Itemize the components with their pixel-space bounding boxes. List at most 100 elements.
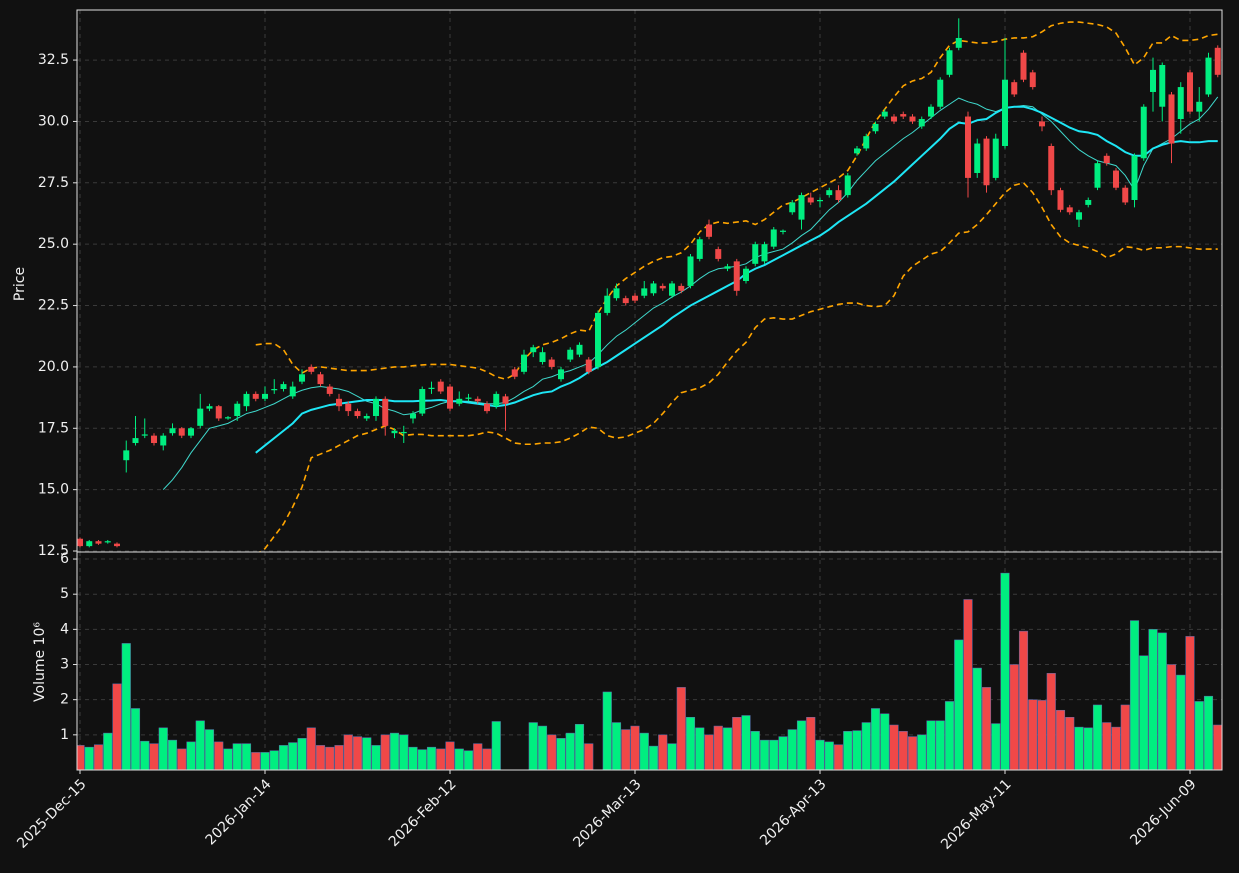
candle-body [632, 295, 638, 301]
candle-body [197, 408, 204, 426]
candle-body [215, 406, 222, 419]
candle-body [1103, 155, 1110, 164]
volume-bar [926, 720, 936, 770]
candle-body [345, 403, 352, 412]
volume-bar [815, 739, 825, 770]
volume-bar [741, 715, 751, 770]
candle-body [789, 202, 796, 213]
y-tick-label: 32.5 [38, 52, 69, 68]
volume-bar [704, 734, 714, 770]
candle-body [752, 244, 759, 264]
candle-body [104, 541, 111, 543]
volume-bar [204, 729, 215, 770]
volume-bar [898, 731, 908, 770]
y-axis-label: Price [12, 267, 28, 301]
candle-body [1168, 94, 1175, 144]
candle-body [456, 398, 463, 404]
candle-body [1085, 199, 1092, 205]
candle-body [484, 403, 490, 412]
volume-bar [315, 745, 326, 770]
volume-axis-label: Volume 10⁶ [32, 622, 48, 702]
volume-bar [149, 743, 159, 770]
candle-body [844, 175, 851, 196]
candle-body [1131, 155, 1138, 200]
volume-bar [1046, 673, 1056, 770]
volume-bar [84, 746, 94, 770]
volume-bar [1166, 664, 1177, 770]
candle-body [548, 359, 555, 367]
volume-bar [1120, 704, 1130, 770]
candle-body [1020, 52, 1027, 80]
volume-bar [870, 708, 881, 770]
candle-body [178, 428, 185, 436]
volume-bar [676, 687, 686, 770]
candle-body [798, 195, 805, 220]
overlay-line [258, 181, 1218, 552]
candle-body [326, 386, 333, 394]
y-tick-label: 15.0 [38, 482, 69, 498]
volume-bar [491, 721, 501, 770]
candle-body [252, 393, 259, 399]
volume-bar [537, 725, 548, 770]
candle-body [493, 393, 500, 407]
volume-bar [565, 732, 575, 770]
candle-body [1066, 207, 1073, 213]
candle-body [1140, 106, 1147, 159]
y-tick-label: 17.5 [38, 420, 69, 436]
volume-bar [121, 643, 131, 770]
candle-body [576, 344, 583, 355]
candle-body [770, 229, 777, 247]
volume-bar [1074, 726, 1084, 770]
volume-bar [787, 729, 797, 770]
volume-bar [806, 717, 816, 770]
candle-body [77, 538, 83, 547]
candle-body [1057, 190, 1064, 210]
candle-body [780, 230, 786, 232]
volume-bar [991, 723, 1001, 770]
volume-bar [528, 722, 538, 770]
candle-body [169, 428, 176, 434]
volume-bar [1018, 630, 1029, 770]
candle-body [965, 116, 971, 178]
volume-bar [861, 722, 871, 770]
candle-body [428, 387, 435, 390]
volume-bar [343, 734, 353, 770]
volume-bar [713, 725, 723, 770]
volume-bar [408, 746, 418, 770]
candle-body [206, 406, 213, 409]
volume-bar [325, 746, 335, 770]
candle-body [1150, 69, 1156, 92]
candle-body [188, 428, 194, 436]
volume-bar [907, 736, 918, 770]
candle-body [95, 541, 102, 544]
candle-body [595, 312, 601, 367]
candle-body [863, 136, 870, 149]
candle-body [280, 384, 287, 390]
volume-bar [306, 727, 316, 770]
candle-body [474, 398, 481, 402]
volume-bar [1139, 655, 1149, 770]
candle-body [86, 541, 93, 547]
volume-bar [454, 748, 464, 770]
volume-bar [195, 720, 205, 770]
volume-bar [658, 734, 668, 770]
volume-bar [1092, 704, 1103, 770]
candle-body [687, 256, 694, 286]
candle-body [336, 398, 342, 407]
candle-body [992, 138, 999, 178]
volume-bar [1028, 699, 1038, 770]
volume-bar [1129, 620, 1140, 770]
candle-body [659, 285, 666, 289]
y-tick-label: 4 [60, 621, 69, 637]
volume-bar [167, 739, 178, 770]
volume-bar [732, 717, 742, 770]
candle-body [983, 138, 990, 186]
candle-body [807, 197, 814, 203]
volume-bar [1055, 709, 1066, 770]
candle-body [1048, 145, 1055, 191]
candle-body [669, 283, 675, 296]
candle-body [881, 111, 888, 117]
candle-body [604, 295, 611, 313]
candle-body [891, 116, 897, 122]
candle-body [289, 386, 296, 397]
